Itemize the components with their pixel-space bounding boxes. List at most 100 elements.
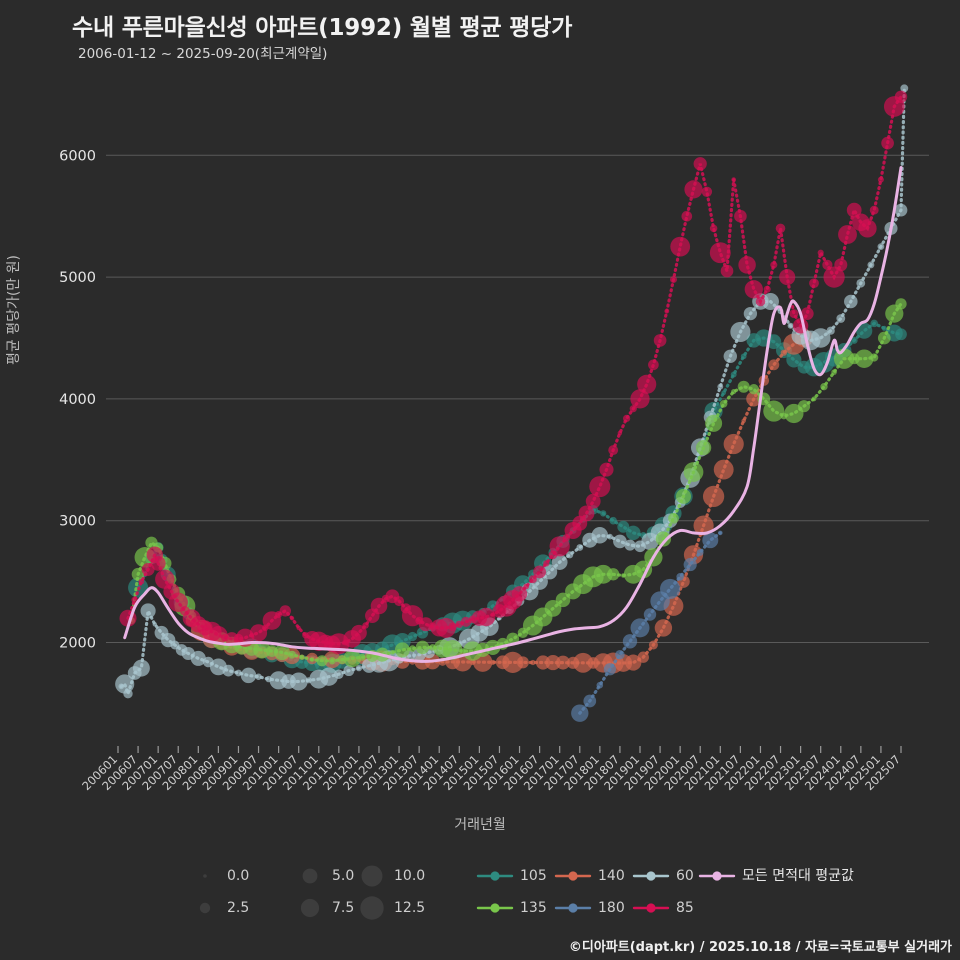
average-line — [123, 166, 903, 663]
data-point — [589, 476, 611, 498]
data-point — [755, 296, 766, 307]
data-point — [253, 641, 271, 659]
data-point — [800, 307, 814, 320]
data-point — [717, 530, 723, 536]
data-point — [279, 605, 291, 617]
data-point — [702, 532, 719, 549]
data-point — [737, 380, 750, 393]
data-point — [343, 649, 361, 668]
series-105 — [128, 319, 907, 673]
data-point — [867, 261, 875, 269]
data-point — [817, 249, 824, 256]
data-point — [299, 654, 305, 660]
data-point — [476, 607, 496, 627]
data-point — [664, 308, 670, 314]
data-point — [820, 383, 828, 391]
legend-marker-85[interactable] — [646, 903, 656, 913]
data-point — [695, 439, 712, 456]
data-point — [607, 533, 613, 540]
data-point — [850, 336, 858, 344]
data-point — [593, 564, 613, 584]
data-point — [797, 400, 811, 413]
footer-credit: ©디아파트(dapt.kr) / 2025.10.18 / 자료=국토교통부 실… — [568, 940, 952, 955]
data-point — [734, 209, 747, 223]
legend-label-85[interactable]: 85 — [676, 900, 694, 916]
data-point — [511, 586, 528, 602]
legend-label-105[interactable]: 105 — [520, 868, 547, 884]
data-point — [624, 539, 636, 551]
data-point — [490, 659, 496, 665]
data-point — [681, 210, 693, 222]
data-point — [846, 202, 862, 218]
data-point — [460, 616, 472, 627]
data-point — [415, 640, 430, 655]
data-point — [836, 314, 846, 323]
data-point — [786, 352, 802, 368]
data-point — [637, 374, 657, 394]
chart-title: 수내 푸른마을신성 아파트(1992) 월별 평균 평당가 — [72, 15, 573, 41]
legend-label-모든 면적대 평균값[interactable]: 모든 면적대 평균값 — [742, 868, 854, 884]
data-point — [394, 642, 410, 658]
data-point — [763, 400, 785, 422]
legend-label-60[interactable]: 60 — [676, 868, 694, 884]
data-point — [289, 672, 308, 691]
data-point — [683, 558, 697, 572]
data-point — [720, 264, 734, 278]
data-point — [823, 266, 845, 288]
legend-marker-140[interactable] — [568, 871, 578, 881]
data-point — [240, 667, 257, 684]
data-point — [138, 578, 145, 585]
data-point — [675, 488, 692, 504]
legend-label-140[interactable]: 140 — [598, 868, 625, 884]
data-point — [701, 186, 713, 197]
size-legend-bubble — [199, 902, 211, 914]
data-point — [748, 384, 759, 395]
data-point — [613, 534, 627, 549]
data-point — [770, 261, 778, 269]
legend-marker-135[interactable] — [490, 903, 500, 913]
data-point — [309, 657, 315, 662]
data-point — [355, 664, 363, 672]
data-point — [856, 322, 873, 339]
size-legend-bubble — [203, 874, 207, 878]
data-point — [358, 653, 366, 661]
data-point — [870, 353, 879, 362]
data-point — [626, 525, 641, 541]
legend-label-180[interactable]: 180 — [598, 900, 625, 916]
data-point — [869, 205, 879, 215]
data-point — [693, 515, 714, 536]
data-point — [838, 225, 857, 244]
data-point — [608, 445, 619, 456]
legend-marker-60[interactable] — [646, 871, 656, 881]
data-point — [668, 512, 679, 524]
data-point — [723, 433, 744, 455]
data-point — [319, 667, 338, 686]
data-point — [881, 325, 887, 331]
data-point — [542, 564, 558, 580]
data-point — [140, 603, 156, 619]
legend-marker-105[interactable] — [490, 871, 500, 881]
size-legend-label: 12.5 — [394, 900, 425, 916]
legend-label-135[interactable]: 135 — [520, 900, 547, 916]
data-point — [738, 256, 756, 274]
size-legend-label: 7.5 — [332, 900, 354, 916]
data-point — [530, 659, 536, 666]
data-point — [877, 176, 884, 183]
data-point — [362, 622, 369, 629]
data-point — [779, 269, 796, 286]
data-point — [599, 462, 614, 477]
data-point — [528, 575, 537, 584]
data-point — [775, 223, 786, 234]
data-point — [289, 616, 295, 621]
data-point — [670, 236, 691, 257]
size-legend-bubble — [360, 896, 384, 920]
legend-marker-180[interactable] — [568, 903, 578, 913]
series-line — [136, 321, 903, 667]
data-point — [660, 578, 681, 599]
data-point — [556, 655, 570, 670]
data-point — [566, 551, 574, 559]
data-point — [617, 430, 623, 436]
legend-marker-모든 면적대 평균값[interactable] — [712, 871, 722, 881]
data-point — [826, 326, 835, 335]
data-point — [343, 665, 355, 677]
